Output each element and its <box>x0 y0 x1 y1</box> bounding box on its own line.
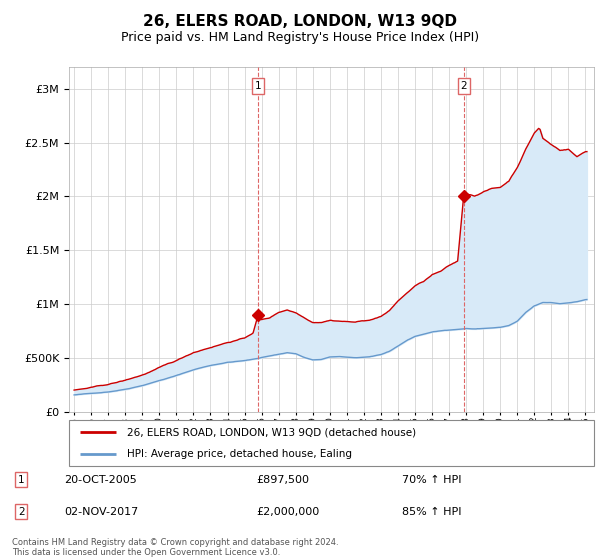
Text: £897,500: £897,500 <box>256 475 310 485</box>
Text: HPI: Average price, detached house, Ealing: HPI: Average price, detached house, Eali… <box>127 449 352 459</box>
Text: £2,000,000: £2,000,000 <box>256 507 320 516</box>
Text: 20-OCT-2005: 20-OCT-2005 <box>64 475 137 485</box>
FancyBboxPatch shape <box>69 420 594 466</box>
Text: 26, ELERS ROAD, LONDON, W13 9QD: 26, ELERS ROAD, LONDON, W13 9QD <box>143 14 457 29</box>
Text: 1: 1 <box>18 475 25 485</box>
Text: Price paid vs. HM Land Registry's House Price Index (HPI): Price paid vs. HM Land Registry's House … <box>121 31 479 44</box>
Text: 2: 2 <box>460 81 467 91</box>
Text: Contains HM Land Registry data © Crown copyright and database right 2024.
This d: Contains HM Land Registry data © Crown c… <box>12 538 338 557</box>
Text: 1: 1 <box>255 81 262 91</box>
Text: 02-NOV-2017: 02-NOV-2017 <box>64 507 139 516</box>
Text: 2: 2 <box>18 507 25 516</box>
Text: 85% ↑ HPI: 85% ↑ HPI <box>402 507 461 516</box>
Text: 26, ELERS ROAD, LONDON, W13 9QD (detached house): 26, ELERS ROAD, LONDON, W13 9QD (detache… <box>127 427 416 437</box>
Text: 70% ↑ HPI: 70% ↑ HPI <box>402 475 461 485</box>
